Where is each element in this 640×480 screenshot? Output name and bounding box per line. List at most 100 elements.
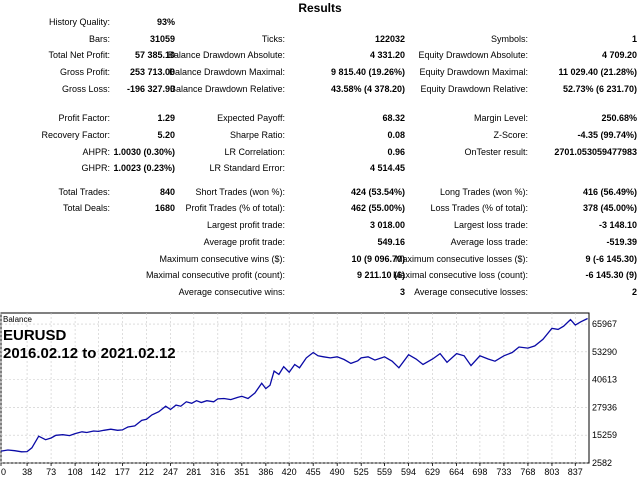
x-tick-label: 420 bbox=[282, 467, 297, 477]
x-tick-label: 803 bbox=[544, 467, 559, 477]
stat-value: 250.68% bbox=[601, 113, 637, 123]
stat-value: 43.58% (4 378.20) bbox=[330, 84, 405, 94]
stat-value: 4 709.20 bbox=[601, 50, 637, 60]
x-tick-label: 108 bbox=[68, 467, 83, 477]
stat-label: Margin Level: bbox=[473, 113, 528, 123]
stat-label: Gross Profit: bbox=[59, 67, 110, 77]
stat-value: 52.73% (6 231.70) bbox=[562, 84, 637, 94]
stat-value: -6 145.30 (9) bbox=[585, 270, 637, 280]
stat-value: 2 bbox=[631, 287, 637, 297]
stat-label: AHPR: bbox=[82, 147, 110, 157]
stat-value: -4.35 (99.74%) bbox=[577, 130, 637, 140]
stat-label: Maximum consecutive wins ($): bbox=[159, 254, 285, 264]
stat-value: 2701.053059477983 bbox=[554, 147, 637, 157]
stat-label: LR Correlation: bbox=[224, 147, 285, 157]
stat-label: Total Trades: bbox=[58, 187, 110, 197]
stat-label: Largest loss trade: bbox=[453, 220, 528, 230]
stat-label: Equity Drawdown Relative: bbox=[420, 84, 528, 94]
balance-line bbox=[0, 317, 588, 453]
stat-value: 5.20 bbox=[157, 130, 175, 140]
x-tick-label: 142 bbox=[91, 467, 106, 477]
stat-value: 840 bbox=[159, 187, 175, 197]
stat-label: Short Trades (won %): bbox=[195, 187, 285, 197]
stat-label: Profit Factor: bbox=[58, 113, 110, 123]
stat-value: 1.0023 (0.23%) bbox=[113, 163, 175, 173]
x-axis-ticks: 0 38 73 108 142 177 212 247 281 316 351 386 420 455 49… bbox=[0, 463, 583, 477]
stat-value: -3 148.10 bbox=[598, 220, 637, 230]
stat-label: Average consecutive wins: bbox=[178, 287, 285, 297]
stat-value: 68.32 bbox=[382, 113, 405, 123]
stat-value: 9 815.40 (19.26%) bbox=[330, 67, 405, 77]
stat-value: 9 (-6 145.30) bbox=[585, 254, 637, 264]
chart-frame bbox=[0, 312, 590, 464]
stat-label: Profit Trades (% of total): bbox=[185, 203, 285, 213]
stat-label: Recovery Factor: bbox=[41, 130, 110, 140]
stat-value: 1680 bbox=[154, 203, 175, 213]
y-tick-label: 15259 bbox=[592, 430, 617, 440]
stat-label: GHPR: bbox=[81, 163, 110, 173]
chart-symbol: EURUSD bbox=[3, 327, 67, 344]
stat-label: Total Net Profit: bbox=[48, 50, 110, 60]
y-tick-label: 27936 bbox=[592, 402, 617, 412]
stat-label: Expected Payoff: bbox=[217, 113, 285, 123]
stat-value: 1.29 bbox=[157, 113, 175, 123]
y-tick-label: 40613 bbox=[592, 375, 617, 385]
x-tick-label: 837 bbox=[568, 467, 583, 477]
stat-label: Largest profit trade: bbox=[206, 220, 285, 230]
stat-value: 9 211.10 (6) bbox=[356, 270, 405, 280]
stat-label: OnTester result: bbox=[464, 147, 528, 157]
x-tick-label: 386 bbox=[258, 467, 273, 477]
stat-label: Maximal consecutive loss (count): bbox=[392, 270, 528, 280]
stat-label: Average consecutive losses: bbox=[414, 287, 528, 297]
y-axis-ticks: 2582 15259 27936 40613 53290 65967 bbox=[592, 319, 617, 468]
stat-value: 549.16 bbox=[377, 237, 405, 247]
x-tick-label: 351 bbox=[234, 467, 249, 477]
stat-value: 10 (9 096.70) bbox=[351, 254, 405, 264]
stat-value: -519.39 bbox=[606, 237, 637, 247]
stat-label: Z-Score: bbox=[493, 130, 528, 140]
x-tick-label: 733 bbox=[496, 467, 511, 477]
stat-value: 1.0030 (0.30%) bbox=[113, 147, 175, 157]
x-tick-label: 212 bbox=[139, 467, 154, 477]
y-tick-label: 2582 bbox=[592, 458, 612, 468]
stat-value: 3 bbox=[399, 287, 405, 297]
stat-value: 1 bbox=[631, 34, 637, 44]
stat-label: Maximum consecutive losses ($): bbox=[394, 254, 528, 264]
stat-value: 93% bbox=[156, 17, 175, 27]
stat-label: Equity Drawdown Maximal: bbox=[419, 67, 528, 77]
chart-grid bbox=[0, 313, 589, 464]
stat-label: Balance Drawdown Absolute: bbox=[167, 50, 285, 60]
stat-value: 31059 bbox=[149, 34, 175, 44]
x-tick-label: 629 bbox=[425, 467, 440, 477]
stat-label: Ticks: bbox=[261, 34, 285, 44]
stat-label: Sharpe Ratio: bbox=[229, 130, 285, 140]
stat-value: 416 (56.49%) bbox=[582, 187, 637, 197]
x-tick-label: 559 bbox=[377, 467, 392, 477]
stat-label: Average profit trade: bbox=[203, 237, 285, 247]
stat-value: 4 331.20 bbox=[369, 50, 405, 60]
x-tick-label: 698 bbox=[472, 467, 487, 477]
stat-label: History Quality: bbox=[48, 17, 110, 27]
stat-label: Gross Loss: bbox=[61, 84, 110, 94]
y-tick-label: 53290 bbox=[592, 347, 617, 357]
x-tick-label: 316 bbox=[210, 467, 225, 477]
chart-period: 2016.02.12 to 2021.02.12 bbox=[3, 345, 176, 362]
stat-label: Equity Drawdown Absolute: bbox=[418, 50, 528, 60]
y-tick-label: 65967 bbox=[592, 319, 617, 329]
stat-label: Symbols: bbox=[490, 34, 528, 44]
balance-chart: 2582 15259 27936 40613 53290 65967 0 38 73 108 14… bbox=[0, 312, 617, 477]
stat-value: 57 385.10 bbox=[134, 50, 175, 60]
stat-label: Long Trades (won %): bbox=[439, 187, 528, 197]
stat-value: 378 (45.00%) bbox=[582, 203, 637, 213]
stat-value: 253 713.00 bbox=[129, 67, 175, 77]
x-tick-label: 525 bbox=[354, 467, 369, 477]
stat-value: 0.08 bbox=[387, 130, 405, 140]
x-tick-label: 0 bbox=[1, 467, 6, 477]
stat-label: Bars: bbox=[88, 34, 110, 44]
x-tick-label: 73 bbox=[46, 467, 56, 477]
stat-label: Maximal consecutive profit (count): bbox=[145, 270, 285, 280]
x-tick-label: 664 bbox=[449, 467, 464, 477]
stat-label: Average loss trade: bbox=[450, 237, 528, 247]
stat-label: Loss Trades (% of total): bbox=[430, 203, 528, 213]
chart-caption: Balance bbox=[3, 315, 32, 324]
